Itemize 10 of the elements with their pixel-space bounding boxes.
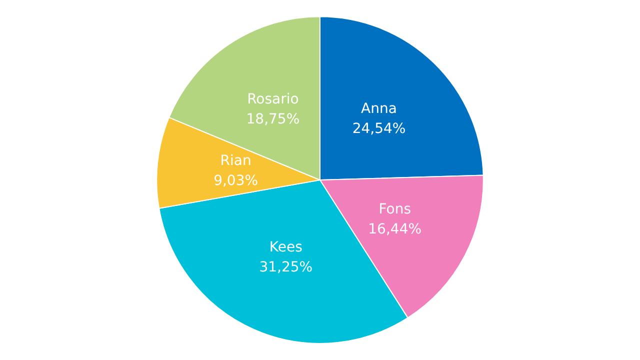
- data-label: 31,25%: [259, 260, 313, 276]
- data-label: 24,54%: [352, 121, 406, 138]
- slice-label: Kees: [269, 240, 302, 256]
- data-label: 9,03%: [214, 172, 258, 189]
- data-label: 16,44%: [368, 222, 422, 238]
- slice-label: Anna: [361, 101, 397, 118]
- slice-label: Fons: [378, 202, 411, 218]
- slice-label: Rian: [220, 152, 252, 169]
- slice-label: Rosario: [247, 92, 299, 108]
- data-label: 18,75%: [246, 112, 300, 128]
